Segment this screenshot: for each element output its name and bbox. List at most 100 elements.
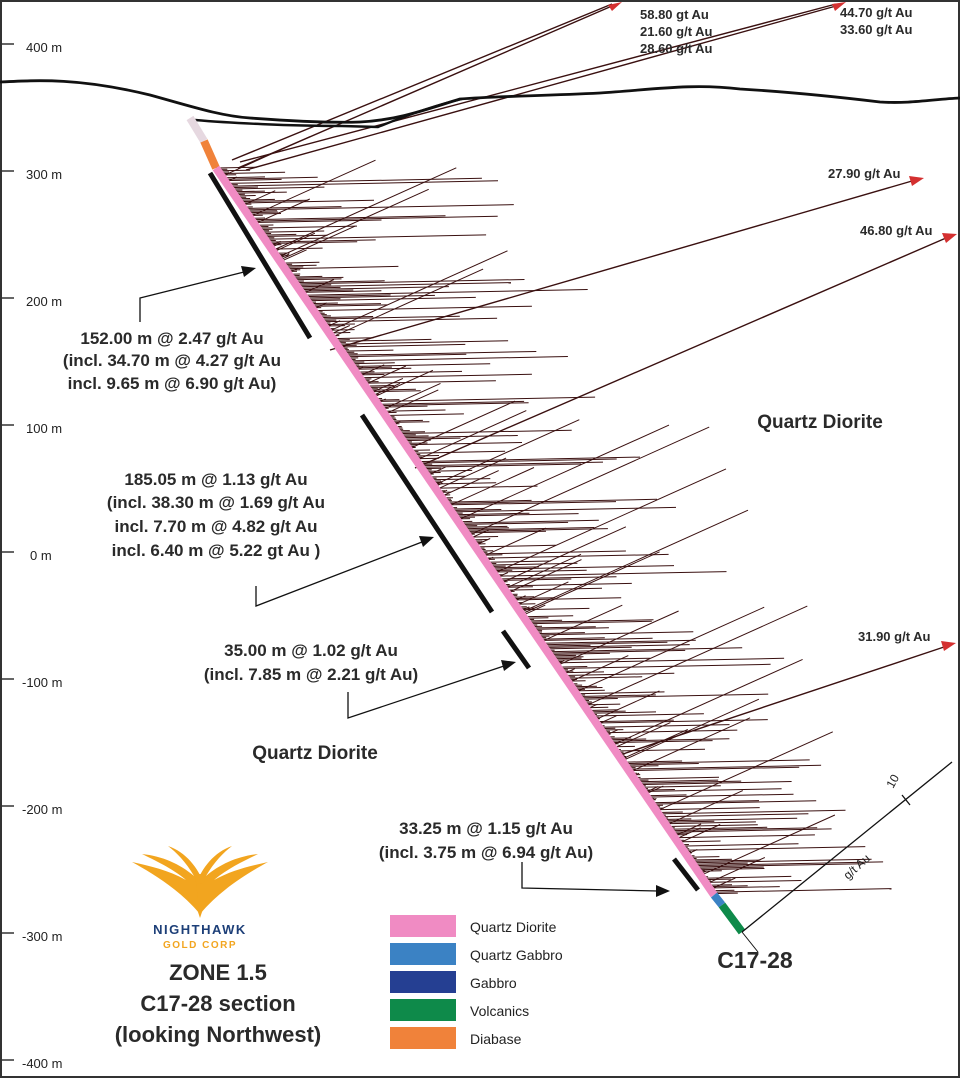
- assay-bar: [233, 191, 287, 194]
- grade-label: 21.60 g/t Au: [640, 24, 713, 39]
- grade-label: 28.60 g/t Au: [640, 41, 713, 56]
- assay-bar: [348, 356, 568, 362]
- legend-label: Volcanics: [470, 1003, 529, 1019]
- assay-bar: [594, 690, 660, 721]
- assay-bar: [490, 565, 675, 570]
- intercept-text: 33.25 m @ 1.15 g/t Au: [399, 819, 573, 838]
- assay-bar: [272, 167, 457, 251]
- assay-bar: [344, 351, 537, 356]
- intercept-text: incl. 7.70 m @ 4.82 g/t Au: [114, 517, 317, 536]
- assay-arrow-line: [329, 180, 913, 351]
- hole-segment-quartz-diorite: [212, 165, 718, 898]
- assay-bar: [646, 793, 794, 798]
- assay-bar: [693, 861, 884, 867]
- assay-bar: [294, 280, 385, 284]
- assay-bar: [662, 818, 692, 820]
- assay-bar: [650, 800, 760, 804]
- arrow-head: [942, 233, 957, 243]
- pointer-head: [241, 266, 256, 277]
- assay-bar: [433, 419, 580, 486]
- grade-label: 27.90 g/t Au: [828, 166, 901, 181]
- assay-bar: [449, 507, 485, 510]
- assay-bar: [305, 294, 435, 299]
- assay-bar: [241, 190, 276, 207]
- assay-bar: [674, 834, 815, 839]
- assay-bar: [651, 800, 817, 805]
- assay-bar: [418, 458, 617, 464]
- assay-bar: [226, 177, 482, 184]
- arrow-head: [909, 176, 924, 186]
- assay-bar: [303, 289, 588, 296]
- assay-bar: [313, 305, 532, 312]
- assay-bar: [318, 316, 374, 319]
- assay-bar: [252, 215, 498, 222]
- high-grade-arrows: [231, 2, 957, 756]
- assay-bar: [688, 856, 720, 858]
- assay-bar: [408, 400, 516, 450]
- assay-bar: [595, 719, 674, 723]
- legend-label: Quartz Gabbro: [470, 947, 563, 963]
- assay-bar: [588, 710, 626, 713]
- assay-bar: [642, 789, 675, 791]
- assay-bar: [481, 527, 546, 558]
- assay-bar: [384, 389, 439, 415]
- assay-bar: [505, 587, 603, 591]
- intercept-bar-2: [359, 413, 495, 614]
- assay-bar: [308, 302, 338, 305]
- legend-label: Gabbro: [470, 975, 517, 991]
- assay-bar: [574, 606, 765, 693]
- assay-arrow-line: [239, 3, 837, 163]
- assay-bar: [691, 858, 872, 864]
- assay-bar: [706, 857, 766, 885]
- assay-bar: [364, 365, 407, 386]
- assay-bar: [709, 886, 780, 889]
- elevation-label: 300 m: [26, 167, 62, 182]
- assay-bar: [694, 863, 864, 868]
- elevation-axis: 400 m 300 m 200 m 100 m 0 m -100 m -200 …: [0, 40, 62, 1071]
- elevation-label: 200 m: [26, 294, 62, 309]
- assay-bar: [531, 626, 596, 629]
- assay-bar: [237, 198, 275, 201]
- assay-bar: [224, 178, 282, 182]
- pointer-line: [139, 271, 245, 322]
- assay-bar: [457, 424, 670, 521]
- intercept-text: (incl. 34.70 m @ 4.27 g/t Au: [63, 351, 281, 370]
- assay-bar: [526, 619, 563, 622]
- intercept-annotations: 152.00 m @ 2.47 g/t Au (incl. 34.70 m @ …: [63, 329, 593, 862]
- assay-bar: [709, 877, 736, 890]
- grade-label: 58.80 gt Au: [640, 7, 709, 22]
- assay-bar: [492, 569, 587, 573]
- assay-bar: [506, 559, 582, 594]
- elevation-label: -200 m: [22, 802, 62, 817]
- hole-segment-casing: [186, 115, 208, 144]
- assay-bar: [557, 666, 588, 668]
- assay-bar: [497, 576, 617, 580]
- assay-bar: [306, 296, 476, 302]
- assay-arrow-line: [231, 3, 613, 161]
- drill-hole-trace: [186, 115, 746, 935]
- assay-bar: [445, 498, 658, 504]
- assay-bar: [419, 461, 604, 467]
- assay-bar: [521, 551, 660, 615]
- assay-bar: [358, 364, 385, 377]
- elevation-label: 400 m: [26, 40, 62, 55]
- assay-bar: [579, 698, 618, 700]
- assay-bar: [350, 362, 395, 365]
- assay-bar: [282, 264, 317, 267]
- assay-bar: [369, 390, 421, 393]
- assay-bar: [247, 213, 282, 215]
- assay-bar: [463, 527, 595, 531]
- assay-bar: [645, 794, 687, 797]
- intercept-text: incl. 9.65 m @ 6.90 g/t Au): [68, 374, 277, 393]
- pointer-head: [419, 536, 434, 547]
- assay-bar: [295, 279, 525, 285]
- assay-bar: [498, 578, 572, 581]
- scale-tick-label: 10: [883, 772, 902, 791]
- assay-bar: [249, 159, 376, 218]
- intercept-bar-3: [500, 629, 532, 670]
- assay-bar: [323, 323, 355, 326]
- assay-bar: [338, 343, 466, 348]
- assay-bar: [700, 814, 836, 876]
